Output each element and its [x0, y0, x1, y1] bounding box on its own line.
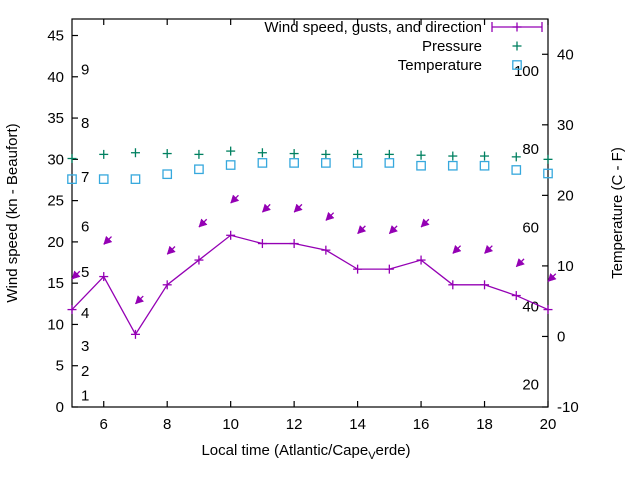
temperature-point [257, 158, 268, 168]
beaufort-label: 9 [81, 62, 89, 79]
y2-axis-tick-label: -10 [557, 399, 579, 416]
x-axis-tick-label: 6 [100, 416, 108, 433]
temperature-point [225, 160, 236, 170]
y-axis-tick-label: 30 [47, 151, 64, 168]
temperature-point [289, 158, 299, 168]
y2-axis-tick-label: 20 [557, 187, 574, 204]
legend-label-2: Temperature [398, 57, 482, 74]
gust-direction-arrow [103, 235, 113, 245]
y-axis-tick-label: 20 [47, 234, 64, 251]
legend-label-1: Pressure [422, 38, 482, 55]
temperature-point [543, 168, 553, 179]
plot-border [71, 18, 549, 408]
fahrenheit-label: 40 [522, 298, 539, 315]
x-axis-title: Local time (Atlantic/CapeVerde) [201, 442, 410, 462]
gust-direction-arrow [198, 218, 208, 228]
y-axis-tick-label: 25 [47, 193, 64, 210]
gust-direction-arrow [420, 218, 430, 228]
temperature-point [67, 174, 77, 184]
x-axis-tick-label: 18 [476, 416, 493, 433]
gust-direction-arrow [452, 244, 462, 254]
fahrenheit-label: 20 [522, 377, 539, 394]
gust-direction-arrow [166, 245, 176, 255]
gust-direction-arrow [515, 258, 525, 268]
y2-axis-tick-label: 10 [557, 258, 574, 275]
beaufort-label: 6 [81, 218, 89, 235]
x-axis-tick-label: 14 [349, 416, 366, 433]
temperature-point [447, 160, 458, 171]
gust-direction-arrow [547, 272, 557, 282]
y2-axis-title: Temperature (C - F) [609, 147, 626, 279]
fahrenheit-label: 100 [514, 63, 539, 80]
wind-speed-line [71, 234, 549, 336]
beaufort-label: 2 [81, 363, 89, 380]
legend-square-sample [512, 60, 522, 70]
y-axis-tick-label: 0 [56, 399, 64, 416]
y2-axis-tick-label: 0 [557, 328, 565, 345]
temperature-point [321, 158, 331, 168]
temperature-point [162, 169, 173, 180]
y2-axis-tick-label: 30 [557, 117, 574, 134]
gust-direction-arrow [484, 244, 494, 254]
x-axis-tick-label: 20 [540, 416, 557, 433]
temperature-point [194, 164, 204, 175]
y-axis-tick-label: 5 [56, 358, 64, 375]
x-axis-tick-label: 10 [222, 416, 239, 433]
temperature-point [479, 160, 490, 171]
y-axis-tick-label: 45 [47, 28, 64, 45]
gust-direction-arrow [357, 225, 367, 235]
fahrenheit-label: 80 [522, 141, 539, 158]
legend-label-0: Wind speed, gusts, and direction [264, 19, 482, 36]
temperature-point [511, 165, 522, 175]
gust-direction-arrow [262, 203, 272, 213]
x-axis-tick-label: 12 [286, 416, 303, 433]
gust-direction-arrow [388, 225, 398, 235]
beaufort-label: 3 [81, 338, 89, 355]
beaufort-label: 7 [81, 169, 89, 186]
fahrenheit-label: 60 [522, 219, 539, 236]
temperature-point [130, 174, 141, 184]
gust-direction-arrow [230, 194, 240, 204]
y-axis-tick-label: 15 [47, 275, 64, 292]
y2-axis-tick-label: 40 [557, 46, 574, 63]
x-axis-tick-label: 16 [413, 416, 430, 433]
gust-direction-arrow [293, 203, 303, 213]
temperature-point [416, 160, 426, 171]
y-axis-tick-label: 10 [47, 316, 64, 333]
beaufort-label: 8 [81, 115, 89, 132]
beaufort-label: 5 [81, 264, 89, 281]
temperature-point [352, 158, 363, 168]
y-axis-tick-label: 40 [47, 69, 64, 86]
gust-direction-arrow [71, 270, 81, 280]
gust-direction-arrow [135, 295, 145, 305]
y-axis-tick-label: 35 [47, 110, 64, 127]
x-axis-tick-label: 8 [163, 416, 171, 433]
gust-direction-arrow [325, 211, 335, 221]
temperature-point [98, 174, 109, 184]
beaufort-label: 1 [81, 388, 89, 405]
temperature-point [384, 158, 395, 168]
beaufort-label: 4 [81, 305, 89, 322]
y-axis-title: Wind speed (kn - Beaufort) [4, 123, 21, 302]
